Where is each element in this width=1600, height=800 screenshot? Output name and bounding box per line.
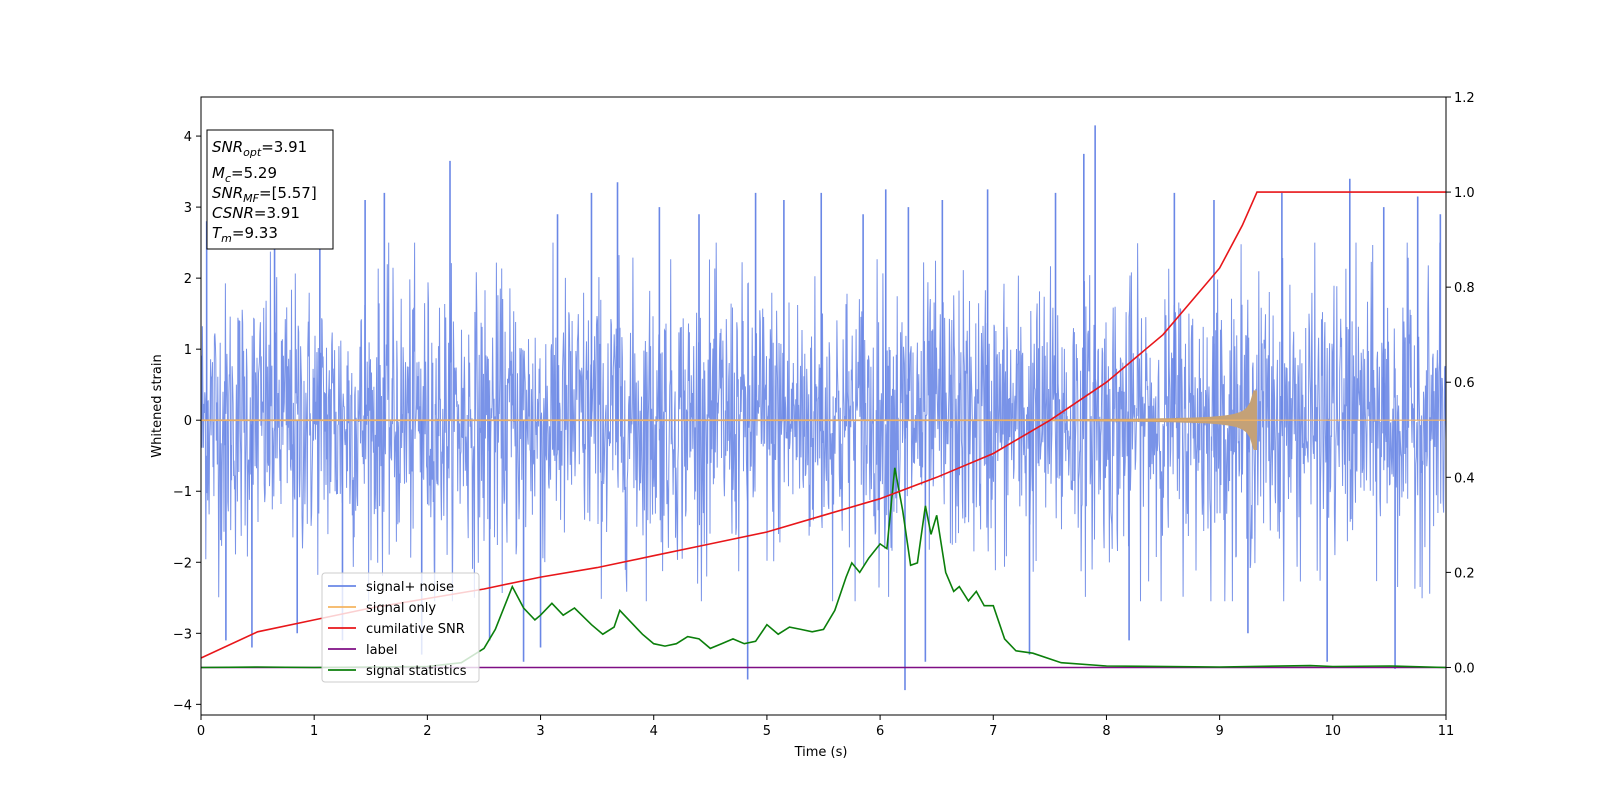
x-tick-label: 8: [1102, 724, 1110, 739]
signal-statistics-line: [201, 467, 1446, 669]
y-axis-left: −4 −3 −2 −1 0 1 2 3 4: [173, 130, 201, 713]
annotation-line: Mc=5.29: [212, 164, 277, 185]
x-tick-label: 9: [1215, 724, 1223, 739]
x-tick-label: 0: [197, 724, 205, 739]
x-tick-label: 10: [1325, 724, 1342, 739]
y2-tick-label: 0.2: [1454, 566, 1475, 581]
x-tick-label: 11: [1438, 724, 1455, 739]
y-tick-label: 4: [184, 130, 192, 145]
y-tick-label: 2: [184, 272, 192, 287]
y-tick-label: −1: [173, 485, 192, 500]
y-tick-label: −2: [173, 556, 192, 571]
annotation-line: SNRopt=3.91: [212, 138, 307, 159]
legend-entry-label: label: [366, 643, 397, 658]
x-axis-label: Time (s): [794, 745, 848, 760]
legend-entry-label: signal statistics: [366, 664, 467, 679]
y2-tick-label: 0.6: [1454, 376, 1475, 391]
y2-tick-label: 0.0: [1454, 661, 1475, 676]
plot-frame: [200, 96, 1447, 716]
y-tick-label: −3: [173, 627, 192, 642]
x-axis: 0 1 2 3 4 5 6 7 8 9 10 11: [197, 715, 1454, 739]
y-axis-right: 0.0 0.2 0.4 0.6 0.8 1.0 1.2: [1446, 91, 1475, 676]
signal-only-series: [201, 390, 1446, 450]
y-tick-label: 1: [184, 343, 192, 358]
y2-tick-label: 0.8: [1454, 281, 1475, 296]
annotation-line: SNRMF=[5.57]: [212, 184, 317, 205]
x-tick-label: 7: [989, 724, 997, 739]
y-axis-label: Whitened strain: [150, 354, 165, 457]
x-tick-label: 5: [763, 724, 771, 739]
x-tick-label: 4: [650, 724, 658, 739]
y-tick-label: 3: [184, 201, 192, 216]
x-tick-label: 2: [423, 724, 431, 739]
y2-tick-label: 1.0: [1454, 186, 1475, 201]
y-tick-label: 0: [184, 414, 192, 429]
annotation-line: Tm=9.33: [212, 224, 278, 245]
y-tick-label: −4: [173, 698, 192, 713]
signal-noise-trace: [201, 242, 1446, 602]
legend: signal+ noise signal only cumilative SNR la…: [321, 572, 480, 683]
legend-entry-label: signal+ noise: [366, 580, 454, 595]
legend-entry-label: cumilative SNR: [366, 622, 465, 637]
x-tick-label: 3: [536, 724, 544, 739]
annotation-line: CSNR=3.91: [212, 204, 300, 222]
y2-tick-label: 0.4: [1454, 471, 1475, 486]
legend-entry-label: signal only: [366, 601, 436, 616]
x-tick-label: 1: [310, 724, 318, 739]
x-tick-label: 6: [876, 724, 884, 739]
y2-tick-label: 1.2: [1454, 91, 1475, 106]
